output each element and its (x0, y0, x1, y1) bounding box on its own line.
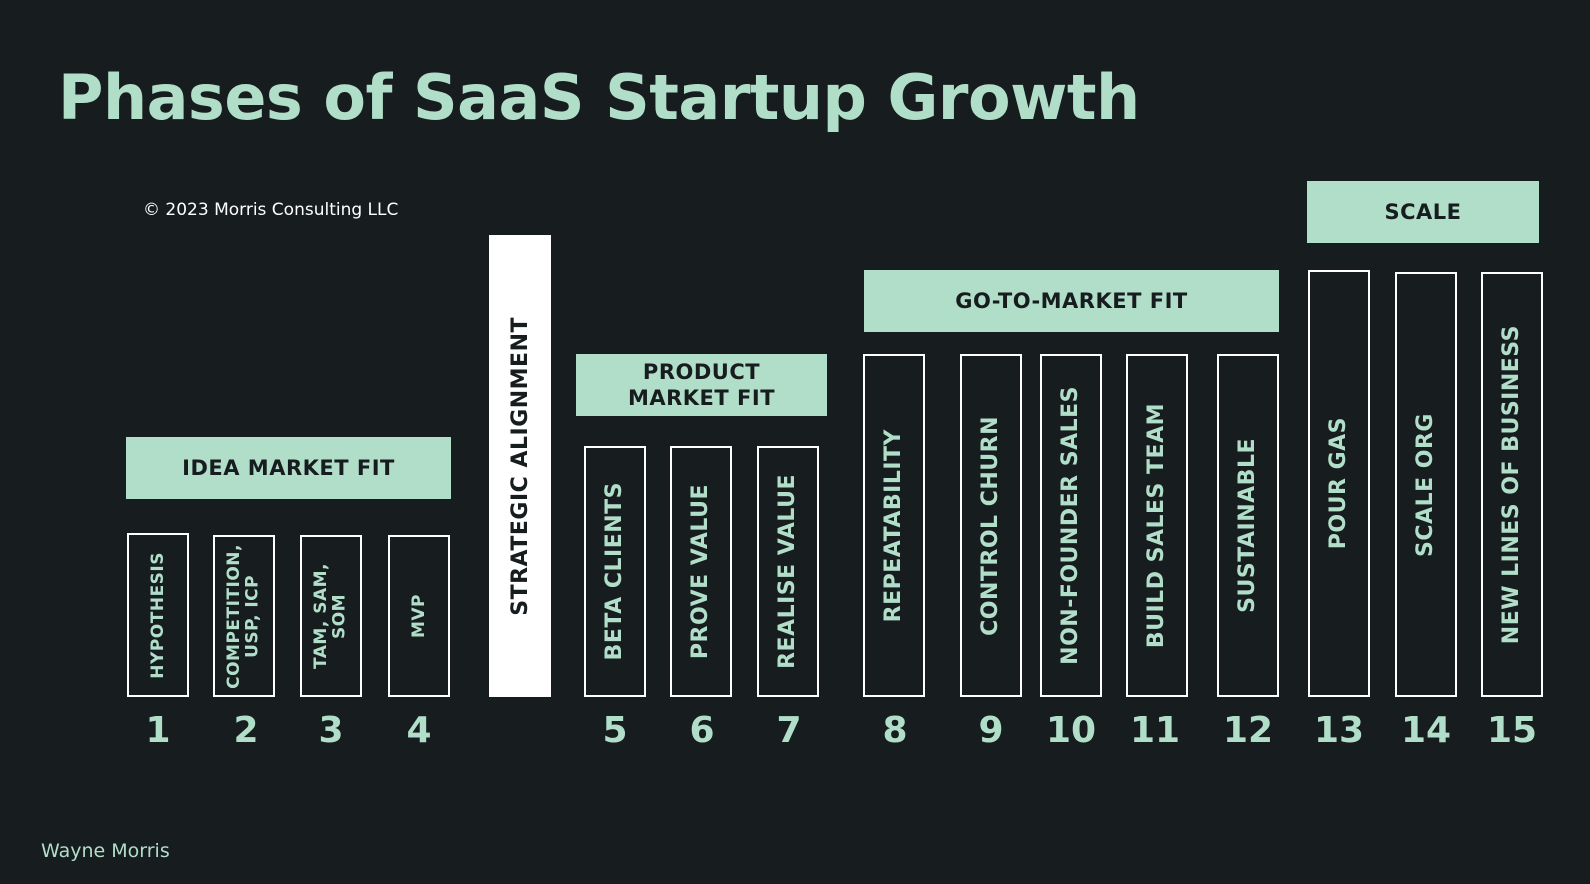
step-label: SCALE ORG (1412, 412, 1438, 557)
step-label: TAM, SAM, SOM (311, 562, 350, 669)
step-label: COMPETITION, USP, ICP (224, 543, 263, 689)
step-box-14: SCALE ORG (1395, 272, 1457, 697)
step-label: BUILD SALES TEAM (1143, 402, 1169, 649)
step-label: PROVE VALUE (687, 483, 713, 660)
step-box-8: REPEATABILITY (863, 354, 925, 697)
step-label: MVP (408, 593, 429, 639)
step-box-10: NON-FOUNDER SALES (1040, 354, 1102, 697)
group-label: GO-TO-MARKET FIT (955, 288, 1188, 313)
step-box-4: MVP (388, 535, 450, 697)
step-box-12: SUSTAINABLE (1217, 354, 1279, 697)
step-label: SUSTAINABLE (1234, 438, 1260, 613)
step-box-6: PROVE VALUE (670, 446, 732, 697)
step-number-11: 11 (1129, 710, 1181, 751)
step-box-15: NEW LINES OF BUSINESS (1481, 272, 1543, 697)
group-label: IDEA MARKET FIT (182, 455, 395, 480)
step-number-10: 10 (1045, 710, 1097, 751)
step-label: BETA CLIENTS (601, 482, 627, 661)
step-label: CONTROL CHURN (977, 415, 1003, 636)
step-box-1: HYPOTHESIS (127, 533, 189, 697)
step-number-8: 8 (882, 710, 908, 751)
step-box-13: POUR GAS (1308, 270, 1370, 697)
step-number-3: 3 (318, 710, 344, 751)
step-box-3: TAM, SAM, SOM (300, 535, 362, 697)
group-scale: SCALE (1307, 181, 1539, 243)
strategic-alignment-label: STRATEGIC ALIGNMENT (507, 316, 533, 616)
group-label: PRODUCT MARKET FIT (627, 359, 776, 410)
step-number-1: 1 (145, 710, 171, 751)
step-number-2: 2 (233, 710, 259, 751)
step-label: REPEATABILITY (880, 428, 906, 623)
group-label: SCALE (1384, 199, 1462, 224)
step-box-9: CONTROL CHURN (960, 354, 1022, 697)
step-number-9: 9 (978, 710, 1004, 751)
step-number-6: 6 (689, 710, 715, 751)
step-number-14: 14 (1400, 710, 1452, 751)
strategic-alignment-bar: STRATEGIC ALIGNMENT (489, 235, 551, 697)
step-label: HYPOTHESIS (147, 551, 168, 679)
step-box-11: BUILD SALES TEAM (1126, 354, 1188, 697)
group-go-to-market-fit: GO-TO-MARKET FIT (864, 270, 1279, 332)
step-number-4: 4 (406, 710, 432, 751)
page-title: Phases of SaaS Startup Growth (58, 61, 1140, 134)
step-label: REALISE VALUE (774, 474, 800, 669)
step-number-15: 15 (1486, 710, 1538, 751)
copyright-text: © 2023 Morris Consulting LLC (143, 200, 399, 220)
author-name: Wayne Morris (41, 840, 170, 862)
step-number-12: 12 (1222, 710, 1274, 751)
step-number-13: 13 (1313, 710, 1365, 751)
step-label: POUR GAS (1325, 417, 1351, 550)
step-number-5: 5 (602, 710, 628, 751)
step-box-2: COMPETITION, USP, ICP (213, 535, 275, 697)
group-product-market-fit: PRODUCT MARKET FIT (576, 354, 827, 416)
step-number-7: 7 (776, 710, 802, 751)
group-idea-market-fit: IDEA MARKET FIT (126, 437, 451, 499)
step-label: NEW LINES OF BUSINESS (1498, 324, 1524, 645)
step-label: NON-FOUNDER SALES (1057, 386, 1083, 665)
step-box-7: REALISE VALUE (757, 446, 819, 697)
step-box-5: BETA CLIENTS (584, 446, 646, 697)
